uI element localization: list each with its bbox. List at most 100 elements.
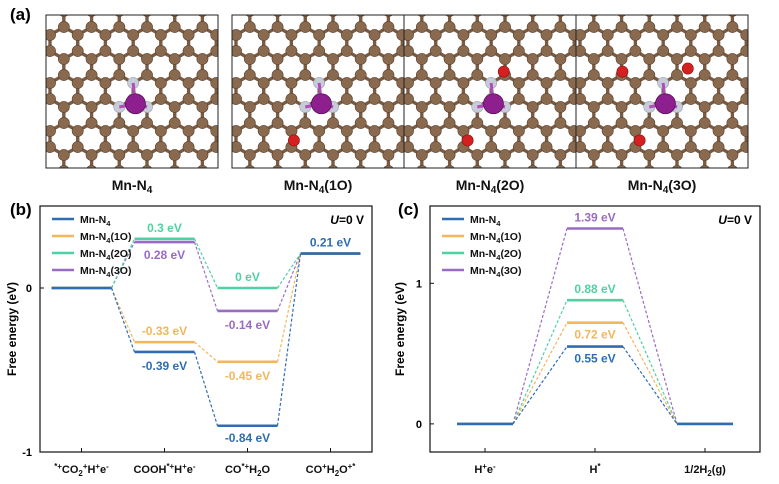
carbon-atom bbox=[313, 141, 326, 153]
carbon-atom bbox=[512, 29, 525, 41]
connector bbox=[622, 299, 678, 425]
x-tick-label: 1/2H2(g) bbox=[684, 464, 726, 478]
carbon-atom bbox=[355, 197, 366, 208]
carbon-atom bbox=[127, 125, 140, 137]
bond bbox=[602, 0, 630, 11]
carbon-atom bbox=[85, 69, 98, 81]
carbon-atom bbox=[471, 69, 484, 81]
carbon-atom bbox=[671, 165, 683, 168]
carbon-atom bbox=[596, 237, 607, 248]
carbon-atom bbox=[300, 197, 311, 208]
carbon-atom bbox=[340, 77, 353, 89]
carbon-atom bbox=[271, 149, 284, 161]
lattice bbox=[375, 0, 663, 256]
carbon-atom bbox=[127, 45, 140, 57]
carbon-atom bbox=[383, 245, 394, 256]
carbon-atom bbox=[169, 197, 180, 208]
carbon-atom bbox=[113, 117, 126, 129]
legend-label: Mn-N4(1O) bbox=[80, 231, 131, 245]
data-label: 0 eV bbox=[235, 270, 260, 284]
carbon-atom bbox=[652, 0, 663, 9]
carbon-atom bbox=[369, 189, 380, 200]
bond bbox=[430, 171, 458, 203]
bond bbox=[161, 171, 189, 203]
carbon-atom bbox=[271, 21, 284, 33]
carbon-atom bbox=[684, 93, 697, 105]
carbon-atom bbox=[113, 149, 126, 161]
carbon-atom bbox=[354, 53, 367, 65]
carbon-atom bbox=[561, 213, 572, 224]
bond bbox=[760, 99, 779, 131]
carbon-atom bbox=[211, 0, 222, 9]
carbon-atom bbox=[285, 45, 298, 57]
carbon-atom bbox=[72, 0, 83, 9]
panel-label-a: (a) bbox=[10, 5, 31, 24]
carbon-atom bbox=[499, 197, 510, 208]
legend: Mn-N4 Mn-N4(1O) Mn-N4(2O) Mn-N4(3O) bbox=[442, 214, 521, 279]
carbon-atom bbox=[211, 173, 222, 184]
carbon-atom bbox=[443, 21, 456, 33]
carbon-atom bbox=[755, 69, 766, 80]
lattice bbox=[208, 0, 463, 256]
carbon-atom bbox=[99, 45, 112, 57]
carbon-atom bbox=[397, 173, 408, 184]
bond bbox=[216, 219, 244, 251]
carbon-atom bbox=[583, 245, 594, 256]
carbon-atom bbox=[499, 21, 511, 33]
carbon-atom bbox=[182, 93, 195, 105]
carbon-atom bbox=[684, 141, 697, 153]
bond bbox=[635, 0, 663, 11]
carbon-atom bbox=[368, 93, 381, 105]
carbon-atom bbox=[713, 237, 724, 248]
carbon-atom bbox=[354, 21, 367, 33]
bond bbox=[189, 171, 217, 203]
carbon-atom bbox=[17, 77, 28, 88]
carbon-atom bbox=[527, 197, 538, 208]
carbon-atom bbox=[17, 93, 28, 104]
carbon-atom bbox=[643, 117, 656, 129]
carbon-atom bbox=[587, 53, 600, 65]
bond bbox=[547, 219, 575, 251]
carbon-atom bbox=[404, 93, 414, 105]
carbon-atom bbox=[443, 117, 456, 129]
carbon-atom bbox=[271, 101, 284, 113]
bond bbox=[208, 219, 236, 251]
data-label: 0.21 eV bbox=[310, 236, 351, 250]
carbon-atom bbox=[375, 189, 386, 200]
carbon-atom bbox=[629, 93, 642, 105]
carbon-atom bbox=[601, 77, 614, 89]
carbon-atom bbox=[533, 197, 544, 208]
carbon-atom bbox=[243, 101, 256, 113]
carbon-atom bbox=[31, 117, 42, 128]
carbon-atom bbox=[658, 237, 669, 248]
carbon-atom bbox=[71, 29, 84, 41]
carbon-atom bbox=[225, 197, 236, 208]
carbon-atom bbox=[210, 45, 218, 57]
carbon-atom bbox=[46, 77, 56, 89]
carbon-atom bbox=[726, 117, 739, 129]
carbon-atom bbox=[658, 221, 669, 232]
connector bbox=[110, 238, 136, 289]
carbon-atom bbox=[713, 0, 724, 9]
carbon-atom bbox=[230, 221, 241, 232]
carbon-atom bbox=[727, 245, 738, 256]
carbon-atom bbox=[411, 245, 422, 256]
carbon-atom bbox=[272, 165, 283, 168]
bond bbox=[547, 171, 575, 203]
carbon-atom bbox=[154, 141, 167, 153]
carbon-atom bbox=[727, 197, 738, 208]
carbon-atom bbox=[616, 165, 627, 168]
carbon-atom bbox=[540, 29, 553, 41]
carbon-atom bbox=[196, 53, 209, 65]
carbon-atom bbox=[472, 165, 483, 168]
carbon-atom bbox=[286, 0, 297, 9]
carbon-atom bbox=[404, 77, 414, 89]
carbon-atom bbox=[368, 29, 381, 41]
bond bbox=[230, 195, 258, 227]
carbon-atom bbox=[452, 221, 463, 232]
carbon-atom bbox=[210, 93, 218, 105]
y-tick-label: 0 bbox=[416, 419, 422, 431]
carbon-atom bbox=[168, 117, 181, 129]
carbon-atom bbox=[644, 245, 655, 256]
carbon-atom bbox=[294, 0, 305, 9]
